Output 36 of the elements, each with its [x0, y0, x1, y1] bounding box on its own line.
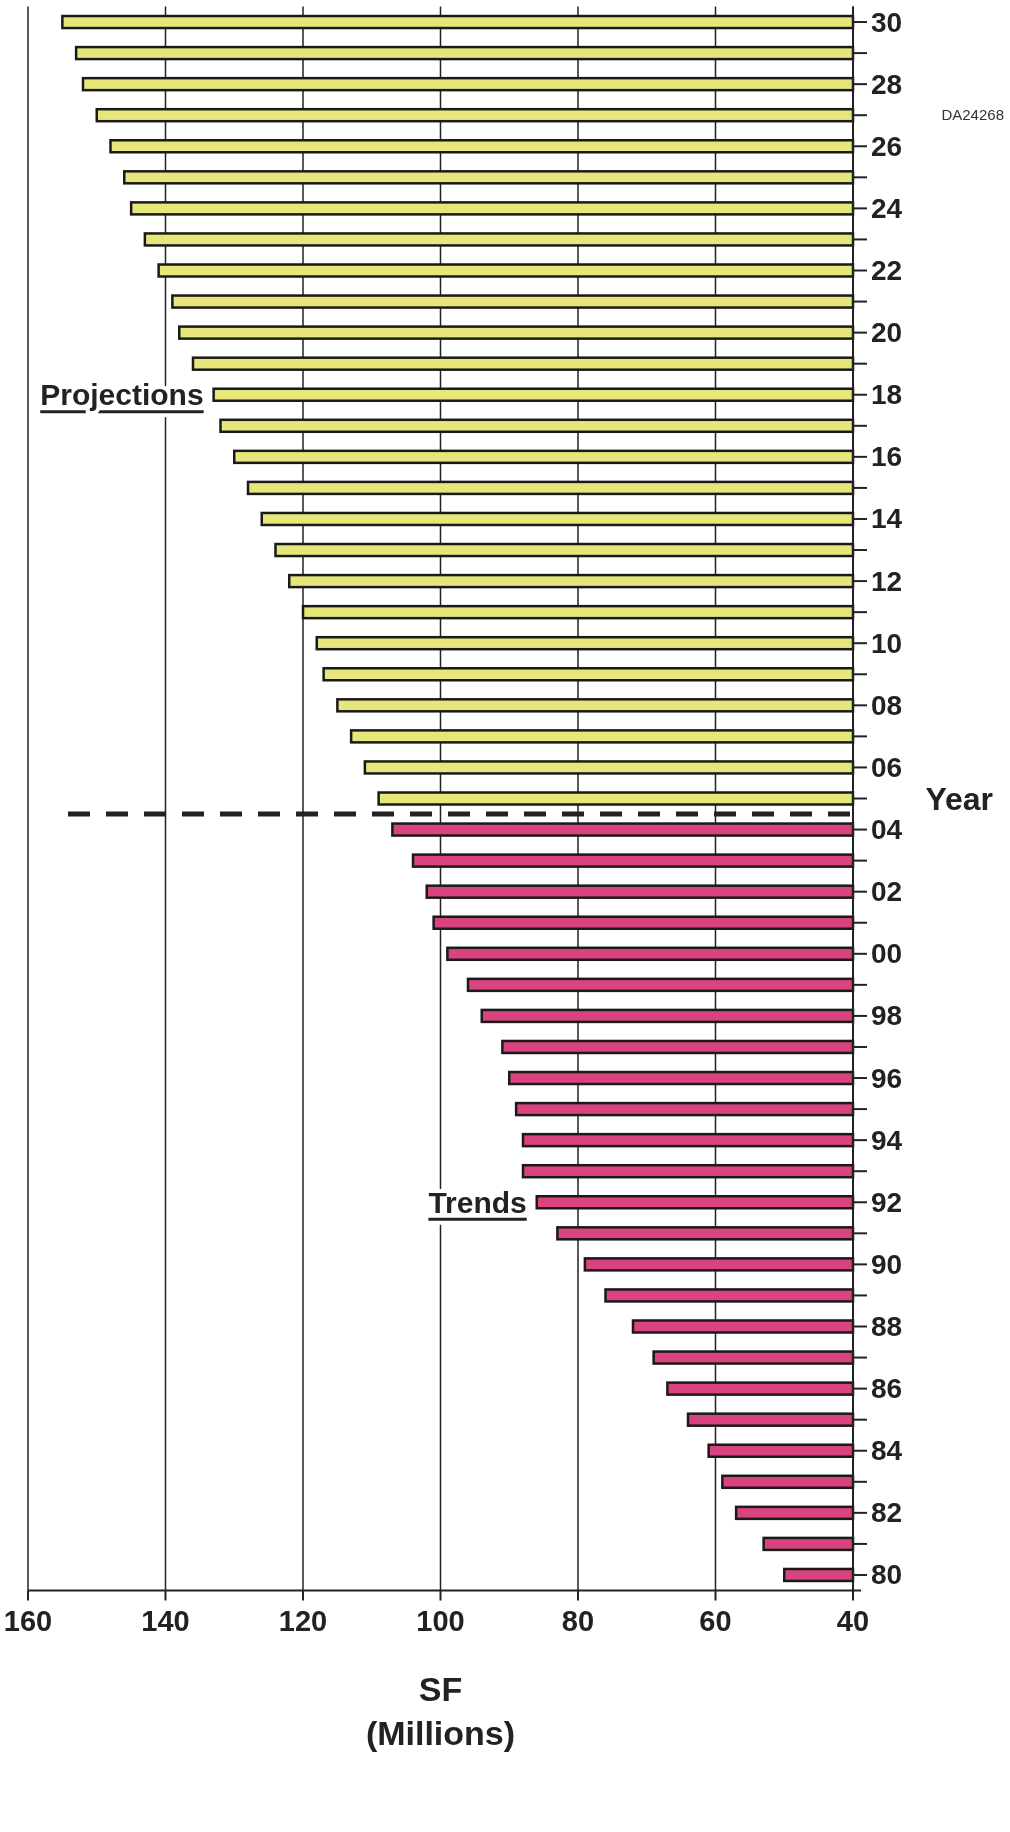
x-tick-label: 40: [836, 1604, 870, 1637]
x-tick-label: 60: [699, 1604, 732, 1637]
y-tick-label: 08: [871, 689, 903, 721]
y-tick-label: 94: [871, 1124, 903, 1156]
y-tick-label: 90: [871, 1248, 903, 1280]
y-tick-label: 02: [871, 876, 903, 908]
x-tick-label: 100: [416, 1604, 465, 1637]
y-tick-label: 12: [871, 565, 903, 597]
y-tick-label: 20: [871, 317, 903, 349]
x-tick-label: 140: [141, 1604, 190, 1637]
y-axis-title: Year: [925, 780, 993, 817]
y-tick-label: 28: [871, 68, 903, 100]
y-tick-label: 04: [871, 814, 903, 846]
y-tick-label: 24: [871, 192, 903, 224]
y-tick-label: 06: [871, 751, 903, 783]
y-tick-label: 82: [871, 1497, 903, 1529]
y-tick-label: 80: [871, 1559, 903, 1591]
x-tick-label: 120: [278, 1604, 328, 1637]
y-tick-label: 14: [871, 503, 903, 535]
y-tick-label: 88: [871, 1311, 903, 1342]
y-tick-label: 86: [871, 1373, 903, 1405]
y-tick-label: 18: [871, 379, 903, 411]
y-tick-label: 84: [871, 1435, 903, 1467]
y-tick-label: 98: [871, 1000, 903, 1032]
y-tick-label: 16: [871, 441, 903, 473]
y-tick-label: 26: [871, 130, 903, 162]
text: DA24268: [941, 106, 1004, 123]
x-tick-label: 80: [561, 1604, 595, 1637]
y-tick-label: 10: [871, 627, 903, 659]
y-tick-label: 00: [871, 938, 903, 970]
y-tick-label: 30: [871, 6, 903, 38]
x-axis-title: SF (Millions): [365, 1669, 516, 1752]
y-tick-label: 92: [871, 1186, 903, 1218]
y-tick-label: 22: [871, 255, 903, 286]
x-tick-label: 160: [3, 1604, 53, 1637]
y-tick-label: 96: [871, 1062, 903, 1094]
